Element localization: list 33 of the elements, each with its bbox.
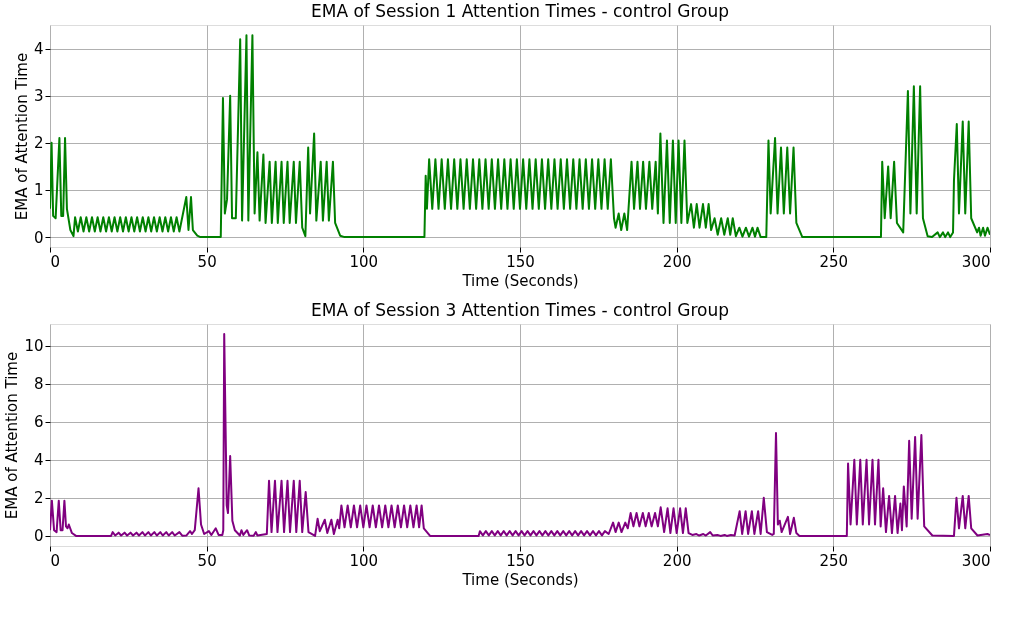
- y-axis-title: EMA of Attention Time: [12, 52, 31, 221]
- line-series: [50, 34, 990, 239]
- y-tick-label: 8: [33, 375, 44, 394]
- y-tick-label: 2: [33, 489, 44, 508]
- x-axis-title: Time (Seconds): [461, 570, 579, 589]
- x-tick-label: 300: [961, 551, 991, 570]
- y-tick-label: 4: [33, 451, 44, 470]
- x-tick-label: 150: [506, 252, 535, 271]
- x-tick-label: 100: [349, 551, 379, 570]
- line-series: [50, 333, 990, 537]
- x-tick-label: 250: [819, 252, 849, 271]
- y-tick-label: 6: [33, 413, 44, 432]
- x-tick-label: 0: [50, 252, 61, 271]
- x-tick-label: 100: [349, 252, 379, 271]
- y-tick-label: 0: [33, 228, 44, 247]
- x-tick-label: 50: [197, 551, 217, 570]
- x-tick-label: 200: [662, 551, 692, 570]
- y-tick-label: 2: [33, 134, 44, 153]
- x-tick-label: 300: [961, 252, 991, 271]
- y-tick-label: 1: [33, 181, 44, 200]
- x-tick-label: 150: [506, 551, 535, 570]
- x-axis-title: Time (Seconds): [461, 271, 579, 290]
- x-tick-label: 0: [50, 551, 61, 570]
- y-tick-label: 0: [33, 527, 44, 546]
- x-tick-label: 200: [662, 252, 692, 271]
- y-tick-label: 10: [24, 337, 44, 356]
- chart-title: EMA of Session 1 Attention Times - control Group: [310, 1, 730, 21]
- y-axis-title: EMA of Attention Time: [3, 351, 22, 520]
- x-tick-label: 50: [197, 252, 217, 271]
- y-tick-label: 3: [33, 87, 44, 106]
- y-tick-label: 4: [33, 40, 44, 59]
- chart-title: EMA of Session 3 Attention Times - control Group: [310, 300, 730, 320]
- x-tick-label: 250: [819, 551, 849, 570]
